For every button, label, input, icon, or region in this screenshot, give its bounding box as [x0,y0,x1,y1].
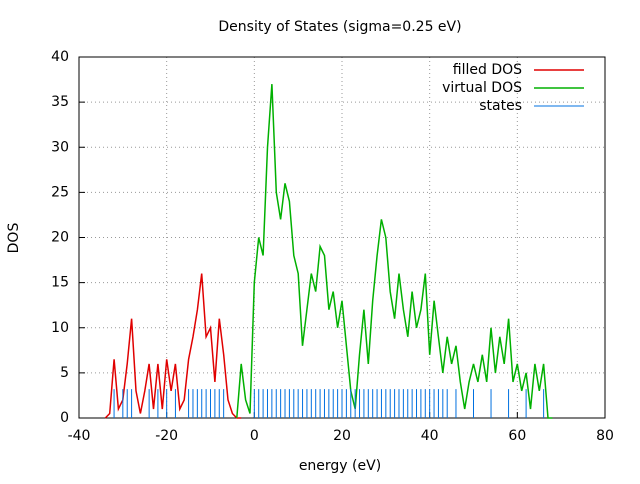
y-tick-label: 0 [60,410,69,426]
y-tick-label: 30 [51,139,69,155]
x-tick-label: 0 [250,428,259,444]
y-tick-label: 25 [51,184,69,200]
dos-line [236,84,553,419]
x-axis-label: energy (eV) [299,458,381,474]
y-tick-label: 10 [51,320,69,336]
y-tick-label: 15 [51,275,69,291]
chart-title: Density of States (sigma=0.25 eV) [218,19,461,35]
y-tick-label: 20 [51,230,69,246]
y-tick-label: 5 [60,365,69,381]
x-tick-label: -40 [68,428,91,444]
legend-label: filled DOS [453,62,522,78]
x-tick-label: 40 [421,428,439,444]
y-axis-label: DOS [6,223,22,254]
x-tick-label: 80 [596,428,614,444]
legend-label: states [479,98,522,114]
x-tick-label: 20 [333,428,351,444]
y-tick-label: 35 [51,94,69,110]
y-tick-label: 40 [51,49,69,65]
legend-label: virtual DOS [442,80,522,96]
x-tick-label: 60 [508,428,526,444]
dos-line [104,273,242,419]
x-tick-label: -20 [155,428,178,444]
